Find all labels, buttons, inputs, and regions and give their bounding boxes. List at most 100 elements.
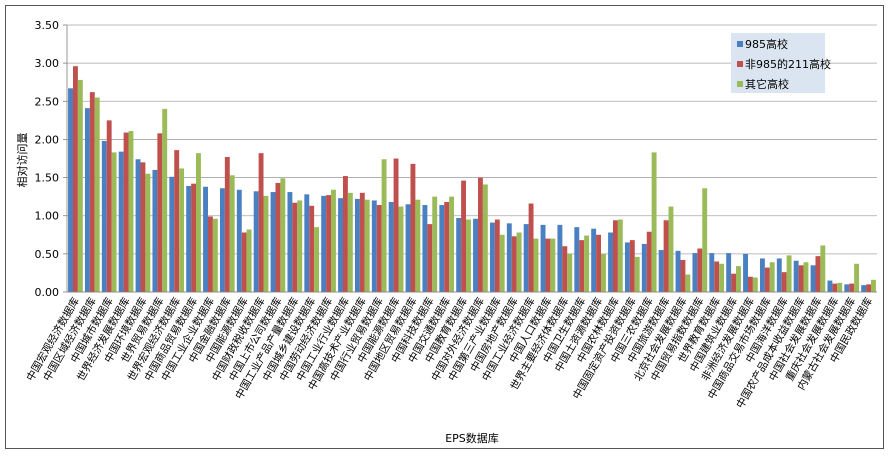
bar-211: [427, 224, 433, 292]
bar-other: [449, 196, 455, 292]
bar-985: [304, 194, 310, 292]
bar-211: [849, 283, 855, 292]
bar-211: [798, 265, 804, 292]
bar-other: [702, 188, 708, 292]
legend-box: [731, 33, 825, 93]
bar-211: [157, 133, 163, 292]
bar-other: [347, 192, 353, 292]
bar-other: [314, 227, 320, 292]
bar-985: [321, 195, 327, 292]
bar-other: [752, 277, 758, 292]
bar-211: [680, 259, 686, 292]
bar-985: [101, 140, 107, 292]
bar-985: [236, 189, 242, 292]
y-tick-label: 3.50: [35, 19, 60, 32]
bar-211: [342, 176, 348, 292]
bar-985: [68, 88, 73, 293]
legend: 985高校 非985的211高校 其它高校: [731, 33, 831, 93]
legend-label-985: 985高校: [745, 37, 788, 51]
bar-other: [111, 152, 117, 292]
bar-211: [781, 272, 787, 292]
bar-other: [280, 178, 286, 292]
bar-other: [94, 97, 100, 292]
bar-985: [608, 232, 613, 292]
bar-other: [196, 153, 201, 292]
bar-985: [388, 201, 394, 292]
bar-985: [338, 198, 343, 292]
bar-211: [714, 261, 720, 292]
bar-211: [326, 195, 332, 292]
legend-label-other: 其它高校: [745, 77, 789, 91]
y-tick-label: 0.50: [35, 248, 60, 261]
bar-211: [275, 182, 281, 292]
bar-other: [803, 262, 809, 292]
bar-211: [376, 205, 382, 292]
bar-985: [658, 250, 664, 292]
bar-985: [861, 285, 867, 292]
legend-label-211: 非985的211高校: [745, 57, 831, 71]
bar-985: [641, 243, 647, 292]
bar-other: [837, 282, 843, 292]
bar-other: [466, 219, 471, 292]
bar-other: [381, 159, 387, 292]
bar-211: [596, 234, 602, 292]
bar-other: [584, 235, 590, 292]
bar-985: [506, 223, 512, 292]
bar-211: [359, 192, 365, 292]
bar-985: [219, 188, 225, 292]
bar-985: [827, 280, 833, 292]
bar-211: [511, 236, 517, 292]
bar-985: [675, 250, 681, 292]
bar-211: [292, 202, 298, 292]
bar-211: [309, 205, 315, 292]
bar-211: [191, 183, 197, 292]
bar-985: [270, 192, 276, 292]
bar-other: [212, 218, 218, 292]
bar-211: [241, 232, 247, 292]
bar-211: [528, 203, 534, 292]
bar-211: [697, 248, 703, 292]
bar-other: [432, 196, 438, 292]
bar-985: [743, 253, 748, 292]
bar-211: [747, 276, 753, 292]
bar-211: [461, 180, 467, 292]
bar-211: [393, 158, 399, 292]
bar-985: [759, 258, 765, 292]
bar-985: [439, 205, 445, 292]
bar-211: [258, 153, 264, 292]
bar-211: [866, 284, 872, 292]
bar-other: [871, 279, 876, 292]
bar-other: [145, 173, 151, 292]
bar-985: [186, 185, 192, 292]
bar-211: [562, 246, 568, 292]
bar-985: [354, 198, 360, 292]
bar-985: [489, 222, 495, 292]
bar-other: [516, 232, 522, 292]
x-axis: 中国宏观经济数据库中国区域经济数据库中国城市数据库世界经济发展数据库中国环境数据…: [24, 291, 877, 411]
bar-985: [810, 265, 816, 292]
bar-211: [72, 66, 78, 293]
bar-211: [545, 238, 551, 292]
bar-211: [207, 216, 213, 292]
bar-other: [651, 152, 657, 292]
bar-211: [410, 163, 416, 292]
bar-other: [786, 255, 792, 292]
bar-211: [224, 156, 230, 292]
bar-985: [456, 218, 462, 292]
bar-211: [629, 240, 635, 292]
bar-other: [162, 108, 168, 293]
bar-985: [169, 176, 175, 292]
bar-other: [499, 234, 505, 292]
bar-other: [297, 200, 303, 292]
bar-985: [709, 253, 715, 292]
bar-other: [634, 256, 640, 292]
bar-985: [287, 192, 293, 292]
bar-other: [567, 253, 573, 292]
bar-211: [444, 201, 450, 292]
y-tick-label: 1.00: [35, 210, 60, 223]
bar-other: [820, 245, 826, 292]
bar-985: [422, 205, 428, 292]
bar-other: [229, 175, 235, 292]
y-axis: 0.00 0.50 1.00 1.50 2.00 2.50 3.00 3.50: [35, 19, 68, 299]
